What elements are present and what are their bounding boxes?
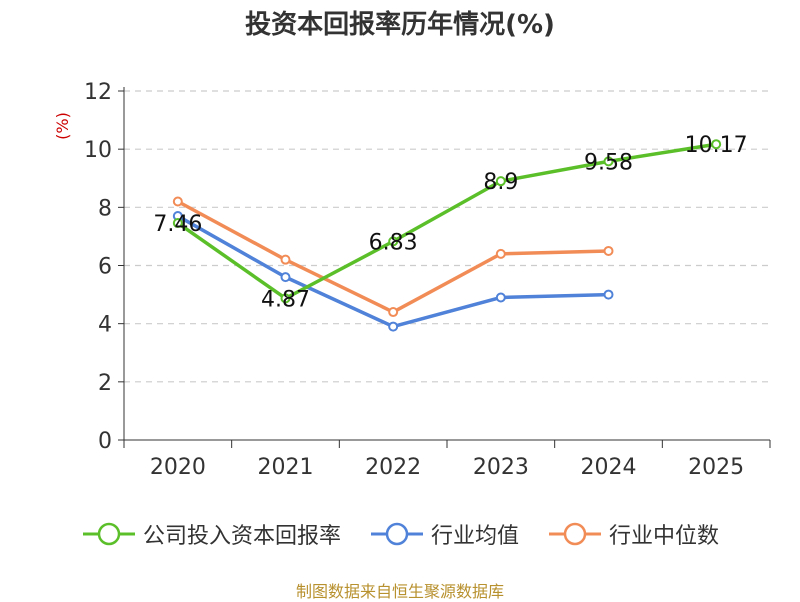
data-point xyxy=(280,293,291,304)
data-label: 7.46 xyxy=(153,212,202,237)
legend-item-1[interactable]: 行业均值 xyxy=(369,518,519,550)
legend-swatch-icon xyxy=(370,522,423,546)
y-tick-label: 4 xyxy=(98,313,112,338)
data-point xyxy=(711,139,722,150)
x-tick-label: 2022 xyxy=(365,455,421,480)
y-tick-label: 6 xyxy=(98,255,112,280)
legend: 公司投入资本回报率 行业均值 行业中位数 xyxy=(0,518,800,550)
data-label: 4.87 xyxy=(261,287,310,312)
x-tick-label: 2020 xyxy=(150,455,206,480)
data-label: 6.83 xyxy=(369,230,418,255)
data-point xyxy=(495,176,506,187)
data-point xyxy=(280,254,291,265)
chart-title: 投资本回报率历年情况(%) xyxy=(245,10,555,40)
data-label: 10.17 xyxy=(685,133,748,158)
y-tick-label: 8 xyxy=(98,196,112,221)
legend-swatch-icon xyxy=(549,522,601,546)
data-point xyxy=(280,272,291,283)
legend-item-0[interactable]: 公司投入资本回报率 xyxy=(81,518,341,550)
x-tick-label: 2023 xyxy=(473,455,529,480)
data-point xyxy=(495,292,506,303)
data-point xyxy=(603,245,614,256)
y-tick-label: 10 xyxy=(84,138,112,163)
data-point xyxy=(172,218,183,229)
data-point xyxy=(388,236,399,247)
legend-label: 行业均值 xyxy=(430,524,519,549)
data-point xyxy=(172,196,183,207)
series-line-0 xyxy=(176,142,717,301)
data-point xyxy=(603,289,614,300)
data-label: 9.58 xyxy=(584,150,633,175)
x-tick-label: 2021 xyxy=(258,455,314,480)
x-tick-label: 2024 xyxy=(581,455,637,480)
legend-swatch-icon xyxy=(82,522,135,546)
legend-label: 公司投入资本回报率 xyxy=(142,524,341,549)
data-label: 8.9 xyxy=(483,170,518,195)
x-tick-label: 2025 xyxy=(688,455,744,480)
legend-item-2[interactable]: 行业中位数 xyxy=(547,518,719,550)
data-point xyxy=(495,248,506,259)
data-point xyxy=(603,156,614,167)
legend-label: 行业中位数 xyxy=(609,524,720,549)
data-point xyxy=(388,321,399,332)
y-axis-label: (%) xyxy=(53,112,72,140)
y-tick-label: 2 xyxy=(98,371,112,396)
y-tick-label: 12 xyxy=(84,80,112,105)
y-tick-label: 0 xyxy=(98,429,112,454)
data-point xyxy=(388,307,399,318)
source-note: 制图数据来自恒生聚源数据库 xyxy=(295,582,504,601)
